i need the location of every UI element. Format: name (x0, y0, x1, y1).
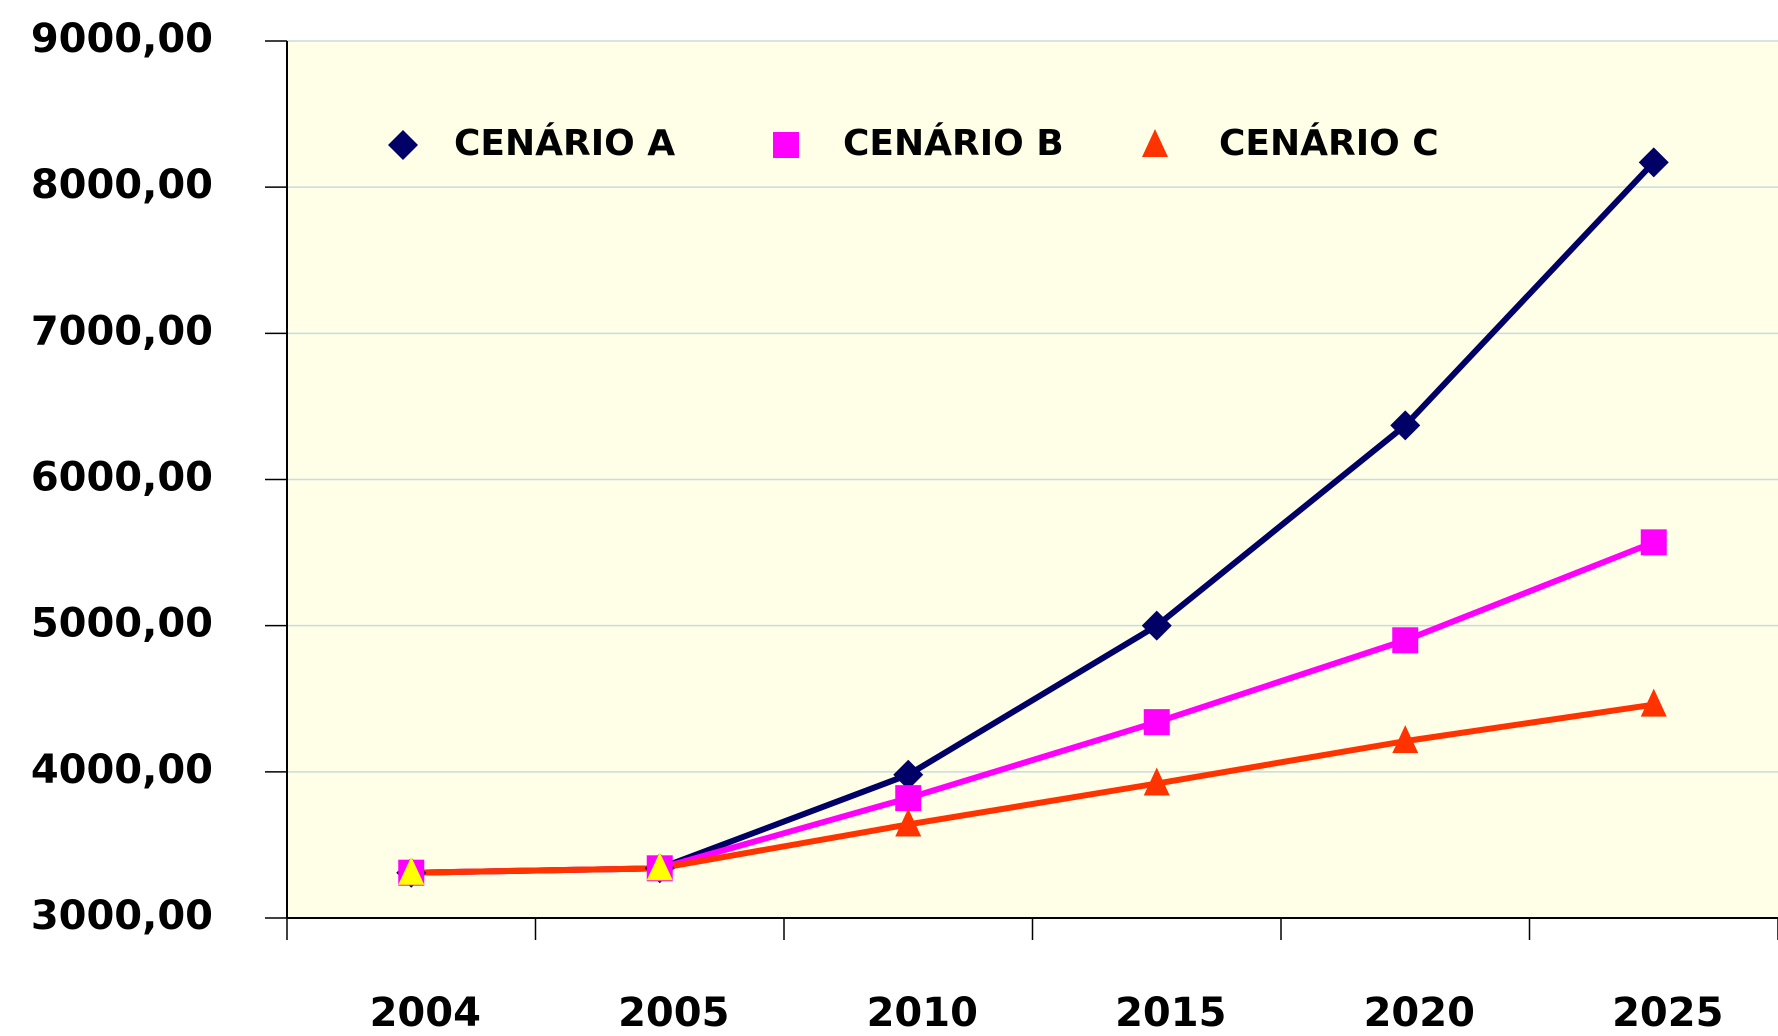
x-tick-label: 2025 (1612, 990, 1723, 1036)
point (895, 785, 922, 812)
legend-label: CENÁRIO B (843, 122, 1064, 164)
y-tick-label: 8000,00 (31, 162, 213, 208)
y-tick-label: 4000,00 (31, 747, 213, 793)
point (1392, 725, 1419, 754)
x-tick-label: 2010 (867, 990, 978, 1036)
legend-marker (773, 132, 799, 158)
y-tick-label: 7000,00 (31, 308, 213, 354)
y-tick-label: 5000,00 (31, 601, 213, 647)
legend-marker (1142, 129, 1168, 157)
y-tick-label: 6000,00 (31, 455, 213, 501)
legend-label: CENÁRIO A (454, 122, 675, 164)
x-tick-label: 2015 (1115, 990, 1226, 1036)
legend-marker (388, 130, 418, 160)
x-tick-label: 2004 (370, 990, 481, 1036)
point (646, 852, 673, 881)
point (1390, 410, 1421, 441)
point (895, 808, 922, 837)
point (1143, 709, 1170, 736)
series-line (411, 701, 1655, 876)
point (1640, 529, 1667, 556)
y-tick-label: 9000,00 (31, 16, 213, 62)
point (398, 856, 425, 885)
x-tick-label: 2020 (1364, 990, 1475, 1036)
legend-label: CENÁRIO C (1219, 122, 1439, 164)
y-tick-label: 3000,00 (31, 893, 213, 939)
point (1638, 147, 1669, 178)
point (1392, 627, 1419, 654)
x-tick-label: 2005 (618, 990, 729, 1036)
point (893, 759, 924, 790)
point (1640, 688, 1667, 717)
point (1141, 610, 1172, 641)
point (1143, 767, 1170, 796)
